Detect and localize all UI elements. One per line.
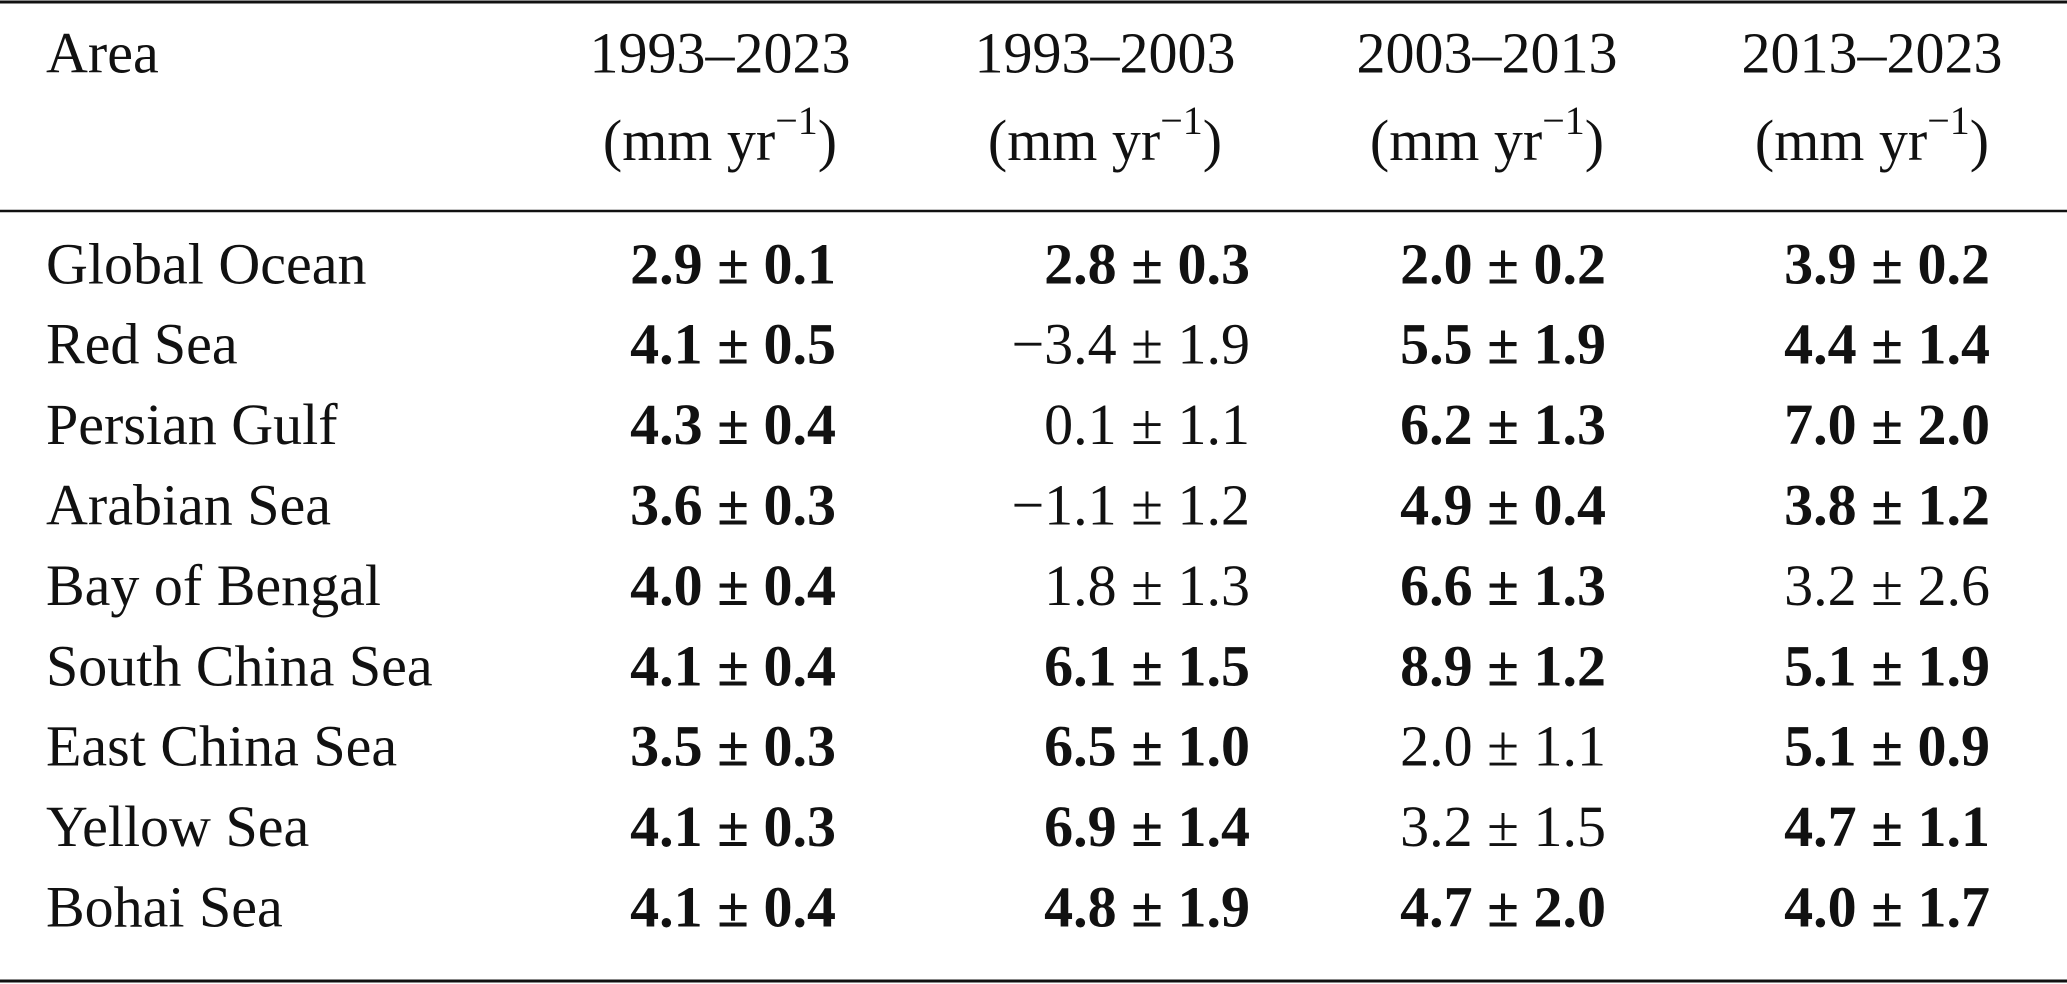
cell-value: 3.2 ± 2.6 [1784, 553, 1990, 618]
unit-text: (mm yr [1755, 108, 1927, 173]
unit-text: (mm yr [603, 108, 775, 173]
header-unit: (mm yr−1) [603, 98, 837, 173]
header-period: 2013–2023 [1742, 20, 2003, 85]
cell-value: 4.8 ± 1.9 [1044, 875, 1250, 940]
header-area: Area [46, 20, 159, 85]
cell-value: 6.6 ± 1.3 [1400, 553, 1606, 618]
cell-value: 4.4 ± 1.4 [1784, 312, 1990, 377]
cell-value: 4.0 ± 0.4 [630, 553, 836, 618]
cell-value: 3.6 ± 0.3 [630, 473, 836, 538]
cell-value: 4.1 ± 0.4 [630, 875, 836, 940]
row-area: Red Sea [46, 312, 238, 377]
unit-exponent: −1 [775, 98, 818, 143]
header-period: 2003–2013 [1357, 20, 1618, 85]
header-period: 1993–2023 [590, 20, 851, 85]
cell-value: −1.1 ± 1.2 [1011, 473, 1250, 538]
cell-value: 2.0 ± 0.2 [1400, 231, 1606, 296]
cell-value: 5.1 ± 0.9 [1784, 714, 1990, 779]
row-area: Global Ocean [46, 231, 366, 296]
cell-value: 4.3 ± 0.4 [630, 392, 836, 457]
header-period: 1993–2003 [975, 20, 1236, 85]
cell-value: 2.9 ± 0.1 [630, 231, 836, 296]
cell-value: 6.5 ± 1.0 [1044, 714, 1250, 779]
cell-value: 2.0 ± 1.1 [1400, 714, 1606, 779]
row-area: South China Sea [46, 633, 433, 698]
unit-text: (mm yr [988, 108, 1160, 173]
cell-value: 3.9 ± 0.2 [1784, 231, 1990, 296]
header-unit: (mm yr−1) [988, 98, 1222, 173]
row-area: Bay of Bengal [46, 553, 381, 618]
unit-close: ) [1970, 108, 1989, 173]
cell-value: 3.5 ± 0.3 [630, 714, 836, 779]
unit-close: ) [1203, 108, 1222, 173]
cell-value: 4.1 ± 0.4 [630, 633, 836, 698]
cell-value: 2.8 ± 0.3 [1044, 231, 1250, 296]
unit-text: (mm yr [1370, 108, 1542, 173]
cell-value: 4.0 ± 1.7 [1784, 875, 1990, 940]
unit-exponent: −1 [1542, 98, 1585, 143]
cell-value: 4.1 ± 0.5 [630, 312, 836, 377]
cell-value: 6.2 ± 1.3 [1400, 392, 1606, 457]
header-unit: (mm yr−1) [1370, 98, 1604, 173]
cell-value: −3.4 ± 1.9 [1011, 312, 1250, 377]
cell-value: 1.8 ± 1.3 [1044, 553, 1250, 618]
cell-value: 8.9 ± 1.2 [1400, 633, 1606, 698]
cell-value: 6.1 ± 1.5 [1044, 633, 1250, 698]
cell-value: 4.1 ± 0.3 [630, 794, 836, 859]
row-area: Yellow Sea [46, 794, 309, 859]
unit-exponent: −1 [1160, 98, 1203, 143]
cell-value: 5.1 ± 1.9 [1784, 633, 1990, 698]
cell-value: 4.7 ± 1.1 [1784, 794, 1990, 859]
cell-value: 5.5 ± 1.9 [1400, 312, 1606, 377]
row-area: Bohai Sea [46, 875, 283, 940]
cell-value: 4.7 ± 2.0 [1400, 875, 1606, 940]
row-area: East China Sea [46, 714, 397, 779]
unit-close: ) [1585, 108, 1604, 173]
unit-close: ) [818, 108, 837, 173]
cell-value: 3.2 ± 1.5 [1400, 794, 1606, 859]
cell-value: 7.0 ± 2.0 [1784, 392, 1990, 457]
cell-value: 3.8 ± 1.2 [1784, 473, 1990, 538]
row-area: Persian Gulf [46, 392, 338, 457]
row-area: Arabian Sea [46, 473, 331, 538]
unit-exponent: −1 [1927, 98, 1970, 143]
cell-value: 4.9 ± 0.4 [1400, 473, 1606, 538]
header-unit: (mm yr−1) [1755, 98, 1989, 173]
cell-value: 6.9 ± 1.4 [1044, 794, 1250, 859]
cell-value: 0.1 ± 1.1 [1044, 392, 1250, 457]
